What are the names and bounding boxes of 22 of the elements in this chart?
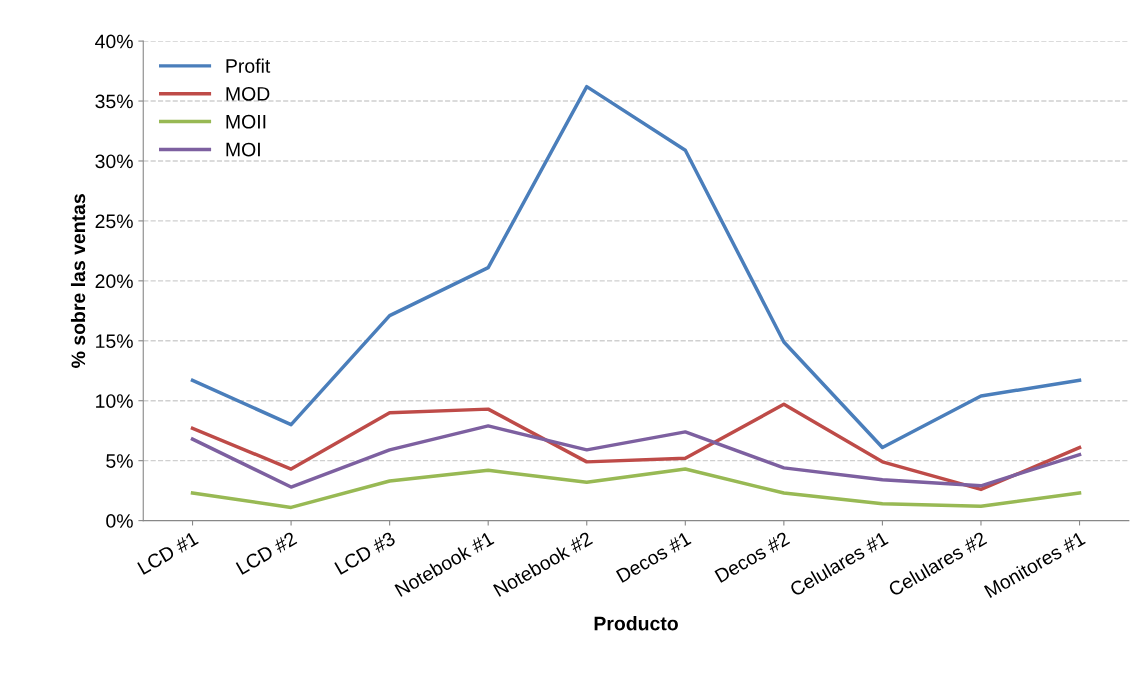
y-tick-label: 15%	[96, 334, 133, 349]
x-tick-label: LCD #1	[137, 531, 199, 575]
y-tick-label: 25%	[95, 214, 133, 229]
x-axis-title: Producto	[594, 616, 678, 631]
legend-label: MOII	[226, 114, 266, 129]
y-axis-title: % sobre las ventas	[70, 194, 86, 368]
x-tick-label: LCD #3	[334, 531, 397, 575]
y-tick-label: 40%	[95, 34, 133, 49]
legend-label: MOD	[226, 86, 270, 101]
y-tick-label: 5%	[106, 454, 133, 468]
y-tick-label: 35%	[95, 94, 133, 109]
line-series	[190, 467, 1082, 510]
line-series	[190, 402, 1082, 492]
legend-label: Profit	[226, 58, 271, 73]
line-series	[190, 84, 1082, 450]
y-tick-label: 0%	[106, 514, 133, 528]
line-series	[190, 424, 1082, 489]
legend-label: MOI	[226, 142, 260, 157]
y-tick-label: 30%	[95, 154, 133, 169]
y-tick-label: 10%	[96, 394, 133, 408]
x-tick-label: LCD #2	[235, 531, 298, 575]
y-tick-label: 20%	[95, 274, 133, 289]
